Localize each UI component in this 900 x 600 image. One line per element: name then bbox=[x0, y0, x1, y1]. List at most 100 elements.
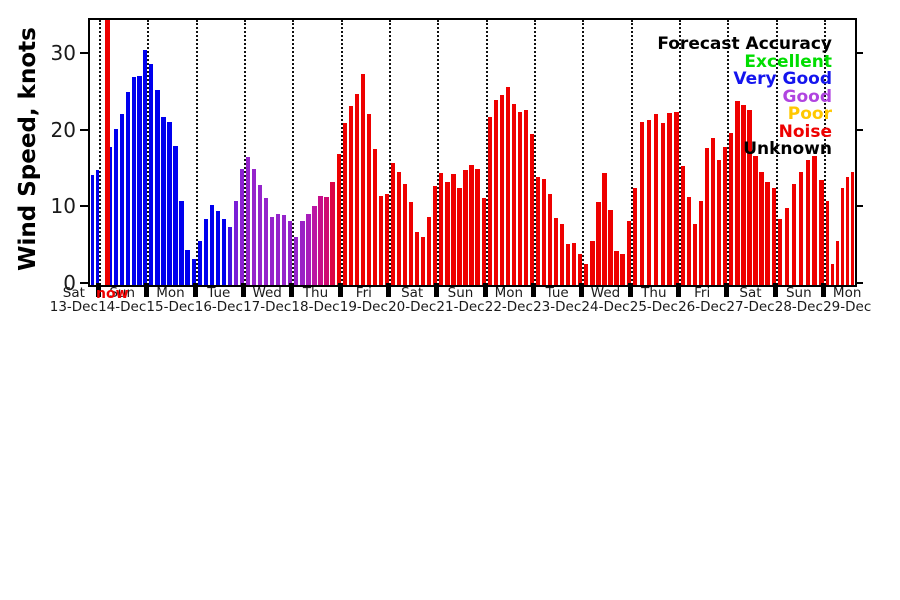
midnight-gridline bbox=[147, 20, 150, 285]
bar bbox=[692, 224, 698, 285]
bar bbox=[131, 76, 136, 285]
bar bbox=[626, 220, 631, 285]
bar bbox=[653, 114, 659, 285]
bar bbox=[717, 160, 722, 285]
bar bbox=[209, 205, 214, 285]
bar bbox=[729, 133, 734, 285]
bar bbox=[602, 173, 607, 285]
bar bbox=[312, 206, 317, 285]
bar bbox=[264, 198, 269, 285]
bar bbox=[390, 163, 396, 285]
date-label: 20-Dec bbox=[388, 299, 437, 315]
bar bbox=[686, 196, 692, 285]
bar bbox=[825, 200, 830, 285]
bar bbox=[113, 128, 118, 285]
midnight-gridline bbox=[824, 20, 826, 285]
bar bbox=[674, 111, 679, 285]
midnight-gridline bbox=[437, 20, 440, 285]
bar bbox=[765, 181, 770, 285]
bar bbox=[753, 155, 758, 285]
midnight-gridline bbox=[775, 20, 778, 285]
x-tick bbox=[337, 283, 343, 297]
date-label: 25-Dec bbox=[629, 299, 678, 315]
bar bbox=[161, 116, 166, 285]
legend-entry: Very Good bbox=[733, 69, 832, 89]
bar bbox=[835, 240, 840, 285]
bar bbox=[427, 216, 432, 285]
bar bbox=[233, 200, 239, 285]
bar bbox=[251, 168, 257, 285]
midnight-gridline bbox=[389, 20, 391, 285]
bar bbox=[179, 200, 184, 285]
date-label: 14-Dec bbox=[98, 299, 147, 315]
bar bbox=[378, 196, 384, 285]
y-tick-label: 0 bbox=[63, 271, 76, 295]
bar bbox=[451, 173, 456, 285]
bar bbox=[245, 157, 251, 285]
bar bbox=[850, 171, 855, 285]
plot-area: Forecast Accuracy Excellent Very Good Good… bbox=[88, 18, 857, 287]
x-tick bbox=[579, 283, 585, 297]
x-tick bbox=[434, 283, 440, 297]
bar bbox=[777, 219, 783, 285]
midnight-gridline bbox=[582, 20, 585, 285]
bar bbox=[812, 155, 817, 285]
bar bbox=[300, 220, 305, 285]
bar bbox=[366, 114, 371, 285]
y-tick bbox=[855, 52, 863, 55]
bar bbox=[197, 240, 202, 285]
bar bbox=[215, 210, 220, 285]
bar bbox=[239, 168, 245, 285]
midnight-gridline bbox=[630, 20, 633, 285]
bar bbox=[499, 95, 504, 285]
midnight-gridline bbox=[195, 20, 198, 285]
midnight-gridline bbox=[727, 20, 730, 285]
legend-entry: Excellent bbox=[744, 51, 832, 72]
bar bbox=[324, 196, 329, 285]
legend-title: Forecast Accuracy bbox=[657, 34, 832, 54]
y-tick-label: 10 bbox=[50, 194, 76, 219]
bar bbox=[560, 224, 565, 285]
bar bbox=[137, 75, 142, 285]
bar bbox=[421, 236, 426, 285]
bar bbox=[667, 112, 672, 285]
date-label: 18-Dec bbox=[291, 299, 340, 315]
day-label: Sun bbox=[109, 285, 135, 301]
bar bbox=[203, 219, 208, 285]
day-label: Sun bbox=[447, 285, 474, 301]
x-tick bbox=[676, 283, 681, 297]
x-tick bbox=[289, 283, 295, 297]
day-label: Mon bbox=[494, 285, 524, 301]
legend-entry: Noise bbox=[778, 121, 832, 142]
x-tick bbox=[386, 283, 391, 297]
bar bbox=[741, 105, 746, 285]
x-tick bbox=[821, 283, 826, 297]
day-label: Fri bbox=[355, 285, 372, 301]
bar bbox=[517, 111, 522, 285]
bar bbox=[680, 165, 686, 285]
bar bbox=[771, 188, 776, 285]
date-label: 27-Dec bbox=[726, 299, 775, 315]
day-label: Sun bbox=[785, 285, 812, 301]
x-tick bbox=[144, 283, 150, 297]
date-label: 16-Dec bbox=[194, 299, 243, 315]
midnight-gridline bbox=[485, 20, 488, 285]
bar bbox=[535, 177, 541, 285]
date-label: 17-Dec bbox=[243, 299, 292, 315]
date-label: 21-Dec bbox=[436, 299, 485, 315]
date-label: 23-Dec bbox=[533, 299, 582, 315]
midnight-gridline bbox=[534, 20, 536, 285]
x-tick bbox=[627, 283, 633, 297]
date-label: 26-Dec bbox=[678, 299, 727, 315]
bar bbox=[415, 232, 420, 285]
bar bbox=[529, 134, 535, 285]
bar bbox=[354, 93, 359, 285]
day-label: Thu bbox=[302, 285, 329, 301]
bar bbox=[185, 249, 190, 285]
bar bbox=[469, 164, 474, 285]
bar bbox=[372, 149, 377, 285]
y-tick bbox=[855, 205, 863, 208]
midnight-gridline bbox=[292, 20, 295, 285]
bar bbox=[143, 49, 148, 285]
x-tick bbox=[531, 283, 536, 297]
